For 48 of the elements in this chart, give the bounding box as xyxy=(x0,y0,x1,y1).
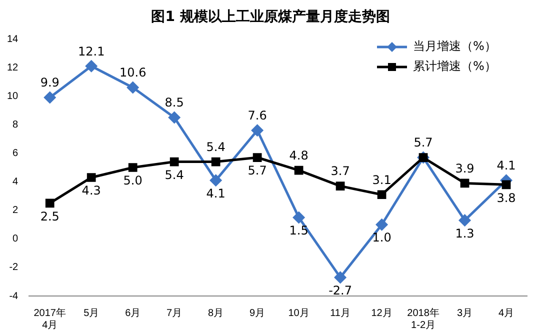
x-tick-label: 4月 xyxy=(498,308,514,319)
data-label: 3.8 xyxy=(496,190,516,205)
legend-label: 累计增速（%） xyxy=(413,59,496,74)
data-label: 8.5 xyxy=(164,96,184,110)
data-label: 4.8 xyxy=(289,148,308,162)
y-tick-label: 14 xyxy=(7,34,19,45)
x-tick-label: 5月 xyxy=(84,308,100,319)
y-tick-label: 6 xyxy=(12,148,19,159)
x-tick-label: 2017年4月 xyxy=(34,306,66,331)
x-tick-label: 6月 xyxy=(125,308,141,319)
x-tick-label: 7月 xyxy=(166,308,182,319)
data-label: 4.1 xyxy=(206,186,226,200)
data-label: 1.5 xyxy=(289,224,308,238)
data-label: 5.0 xyxy=(123,174,142,188)
data-label: 5.4 xyxy=(164,168,184,182)
y-tick-label: -4 xyxy=(9,290,19,302)
data-label: 10.6 xyxy=(119,66,146,80)
x-tick-label: 3月 xyxy=(456,308,473,319)
y-tick-label: 10 xyxy=(7,90,19,102)
data-label: 5.7 xyxy=(248,164,267,178)
y-tick-label: 4 xyxy=(12,176,19,188)
data-label: 12.1 xyxy=(78,44,105,58)
data-label: 9.9 xyxy=(40,76,60,90)
chart-title: 图1 规模以上工业原煤产量月度走势图 xyxy=(150,8,391,27)
data-label: 4.3 xyxy=(82,184,101,198)
x-tick-label: 8月 xyxy=(208,308,224,319)
data-label: -2.7 xyxy=(328,284,352,298)
data-label: 3.9 xyxy=(455,161,474,176)
x-tick-label: 12月 xyxy=(371,308,392,319)
y-tick-label: 2 xyxy=(12,205,19,216)
legend-label: 当月增速（%） xyxy=(413,39,496,54)
x-tick-label: 9月 xyxy=(250,308,266,319)
data-label: 3.1 xyxy=(372,172,392,187)
data-label: 5.4 xyxy=(206,140,226,154)
y-tick-label: 8 xyxy=(12,119,19,130)
x-tick-label: 2018年1-2月 xyxy=(407,306,440,331)
y-tick-label: 12 xyxy=(7,62,19,74)
data-label: 2.5 xyxy=(40,209,60,224)
y-tick-label: 0 xyxy=(12,234,19,245)
data-label: 7.6 xyxy=(248,108,267,123)
data-label: 1.3 xyxy=(455,226,474,240)
data-label: 5.7 xyxy=(414,136,433,150)
x-tick-label: 11月 xyxy=(330,308,350,319)
data-label: 4.1 xyxy=(496,158,516,172)
data-label: 3.7 xyxy=(330,164,350,178)
y-tick-label: -2 xyxy=(9,262,19,274)
data-label: 1.0 xyxy=(372,230,392,245)
x-tick-label: 10月 xyxy=(288,308,310,319)
